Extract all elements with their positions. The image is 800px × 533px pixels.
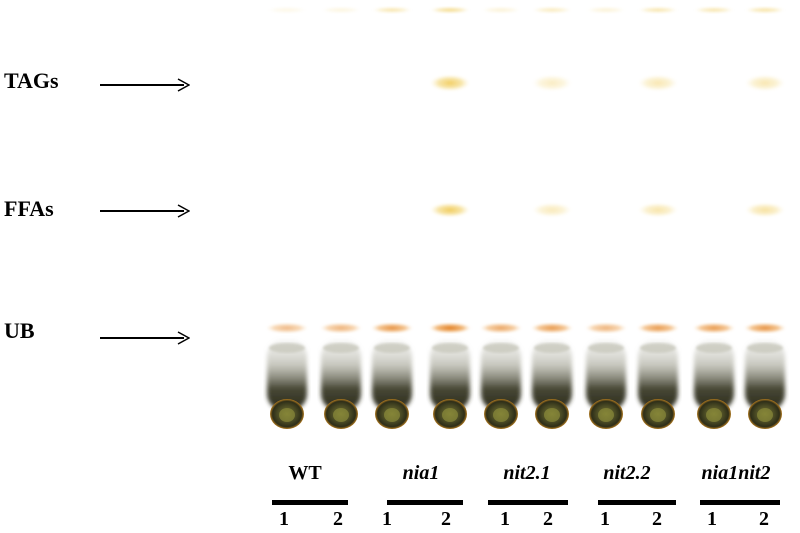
solvent-front-band bbox=[430, 7, 470, 13]
ub-band bbox=[266, 323, 308, 333]
arrowhead-icon bbox=[177, 78, 190, 92]
solvent-front-band bbox=[372, 7, 412, 13]
solvent-front-band bbox=[694, 7, 734, 13]
grey-band bbox=[374, 343, 410, 353]
tag-band bbox=[532, 75, 572, 91]
pigment-smear bbox=[430, 340, 470, 410]
lane-number: 1 bbox=[500, 508, 510, 530]
solvent-front-band bbox=[481, 7, 521, 13]
solvent-front-band bbox=[321, 7, 361, 13]
pigment-smear bbox=[372, 340, 412, 410]
group-bar-nia1nit2 bbox=[700, 500, 780, 505]
lane-number: 2 bbox=[441, 508, 451, 530]
lane-number: 2 bbox=[759, 508, 769, 530]
tlc-lane bbox=[320, 7, 362, 429]
origin-spot-center bbox=[442, 408, 458, 422]
ub-band bbox=[744, 323, 786, 333]
lane-number: 1 bbox=[279, 508, 289, 530]
ffa-band bbox=[532, 203, 572, 217]
tlc-lane bbox=[531, 7, 573, 429]
origin-spot-center bbox=[706, 408, 722, 422]
grey-band bbox=[323, 343, 359, 353]
origin-spot-center bbox=[279, 408, 295, 422]
tlc-lane bbox=[266, 7, 308, 429]
tag-band bbox=[430, 75, 470, 91]
solvent-front-band bbox=[586, 7, 626, 13]
pigment-smear bbox=[481, 340, 521, 410]
lane-number: 1 bbox=[382, 508, 392, 530]
tag-band bbox=[638, 75, 678, 91]
tag-band bbox=[745, 75, 785, 91]
origin-spot-center bbox=[650, 408, 666, 422]
ffa-band bbox=[638, 203, 678, 217]
grey-band bbox=[747, 343, 783, 353]
pigment-smear bbox=[586, 340, 626, 410]
band-label-tags: TAGs bbox=[4, 68, 59, 93]
ffa-band bbox=[745, 203, 785, 217]
origin-spot-center bbox=[493, 408, 509, 422]
lane-number: 1 bbox=[600, 508, 610, 530]
arrow-ub bbox=[100, 331, 190, 345]
group-bar-nia1 bbox=[387, 500, 463, 505]
solvent-front-band bbox=[267, 7, 307, 13]
ffa-band bbox=[430, 203, 470, 217]
grey-band bbox=[696, 343, 732, 353]
genotype-label-nia1nit2: nia1nit2 bbox=[701, 462, 771, 484]
ub-band bbox=[429, 323, 471, 333]
group-bar-nit2-1 bbox=[488, 500, 568, 505]
pigment-smear bbox=[267, 340, 307, 410]
pigment-smear bbox=[532, 340, 572, 410]
ub-band bbox=[585, 323, 627, 333]
tlc-lane bbox=[371, 7, 413, 429]
band-label-ub: UB bbox=[4, 318, 35, 343]
lane-number: 2 bbox=[652, 508, 662, 530]
solvent-front-band bbox=[745, 7, 785, 13]
lane-number: 1 bbox=[707, 508, 717, 530]
pigment-smear bbox=[694, 340, 734, 410]
arrow-tags bbox=[100, 78, 190, 92]
ub-band bbox=[693, 323, 735, 333]
tlc-plate bbox=[266, 7, 786, 429]
genotype-label-wt: WT bbox=[288, 462, 322, 484]
lane-number: 2 bbox=[543, 508, 553, 530]
ub-band bbox=[371, 323, 413, 333]
tlc-lane bbox=[693, 7, 735, 429]
tlc-lane bbox=[637, 7, 679, 429]
origin-spot-center bbox=[757, 408, 773, 422]
solvent-front-band bbox=[638, 7, 678, 13]
tlc-lane bbox=[429, 7, 471, 429]
ub-band bbox=[320, 323, 362, 333]
grey-band bbox=[534, 343, 570, 353]
arrowhead-icon bbox=[177, 331, 190, 345]
genotype-label-nit2-2: nit2.2 bbox=[603, 462, 651, 484]
solvent-front-band bbox=[532, 7, 572, 13]
grey-band bbox=[640, 343, 676, 353]
pigment-smear bbox=[321, 340, 361, 410]
tlc-lane bbox=[480, 7, 522, 429]
arrow-ffas bbox=[100, 204, 190, 218]
origin-spot-center bbox=[598, 408, 614, 422]
genotype-label-nia1: nia1 bbox=[402, 462, 440, 484]
ub-band bbox=[480, 323, 522, 333]
grey-band bbox=[483, 343, 519, 353]
band-label-ffas: FFAs bbox=[4, 196, 54, 221]
grey-band bbox=[269, 343, 305, 353]
ub-band bbox=[531, 323, 573, 333]
group-bar-nit2-2 bbox=[598, 500, 676, 505]
pigment-smear bbox=[638, 340, 678, 410]
origin-spot-center bbox=[384, 408, 400, 422]
tlc-lane bbox=[744, 7, 786, 429]
lane-number: 2 bbox=[333, 508, 343, 530]
pigment-smear bbox=[745, 340, 785, 410]
grey-band bbox=[432, 343, 468, 353]
origin-spot-center bbox=[544, 408, 560, 422]
group-bar-wt bbox=[272, 500, 348, 505]
tlc-lane bbox=[585, 7, 627, 429]
arrowhead-icon bbox=[177, 204, 190, 218]
genotype-label-nit2-1: nit2.1 bbox=[503, 462, 551, 484]
origin-spot-center bbox=[333, 408, 349, 422]
grey-band bbox=[588, 343, 624, 353]
ub-band bbox=[637, 323, 679, 333]
